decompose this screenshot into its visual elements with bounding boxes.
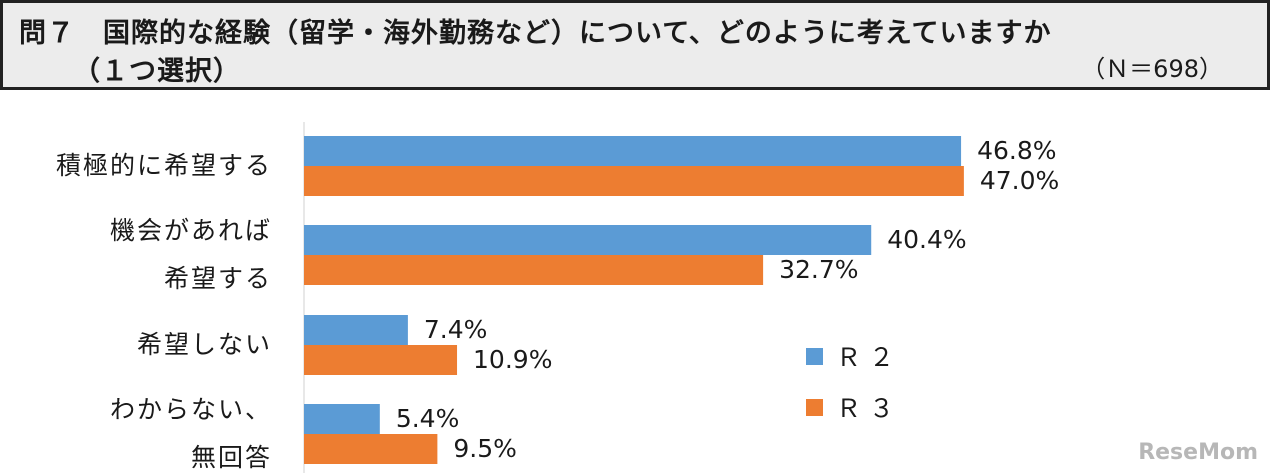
bar-r2-3 <box>304 404 380 434</box>
data-label-r2-3: 5.4% <box>396 404 460 433</box>
legend-label-r2: Ｒ ２ <box>836 343 894 372</box>
data-label-r3-1: 32.7% <box>779 255 858 284</box>
legend-swatch-r2 <box>806 348 823 365</box>
data-label-r2-0: 46.8% <box>977 136 1056 165</box>
data-label-r3-2: 10.9% <box>473 345 552 374</box>
category-label-2-0: 希望しない <box>136 330 272 359</box>
category-label-3-0: わからない、 <box>109 395 272 424</box>
bar-r3-0 <box>304 166 964 196</box>
category-label-1-0: 機会があれば <box>109 216 272 245</box>
question-header: 問７ 国際的な経験（留学・海外勤務など）について、どのように考えていますか （１… <box>0 0 1270 90</box>
bar-r3-1 <box>304 255 764 285</box>
data-label-r3-0: 47.0% <box>980 166 1059 195</box>
resemom-watermark: ReseMom <box>1138 440 1258 465</box>
question-instruction: （１つ選択） <box>73 56 241 87</box>
legend-swatch-r3 <box>806 399 823 416</box>
bar-r2-1 <box>304 225 872 255</box>
bar-r3-3 <box>304 434 438 464</box>
question-title: 問７ 国際的な経験（留学・海外勤務など）について、どのように考えていますか <box>19 18 1052 49</box>
sample-size: （Ｎ＝698） <box>1081 55 1223 83</box>
legend-label-r3: Ｒ ３ <box>836 394 894 423</box>
category-label-0-0: 積極的に希望する <box>55 151 272 180</box>
data-label-r2-1: 40.4% <box>887 225 966 254</box>
data-label-r2-2: 7.4% <box>424 315 488 344</box>
data-label-r3-3: 9.5% <box>453 434 517 463</box>
bar-r3-2 <box>304 345 458 375</box>
category-label-1-1: 希望する <box>163 264 272 293</box>
bar-r2-2 <box>304 315 408 345</box>
category-label-3-1: 無回答 <box>190 443 272 472</box>
bar-r2-0 <box>304 136 962 166</box>
